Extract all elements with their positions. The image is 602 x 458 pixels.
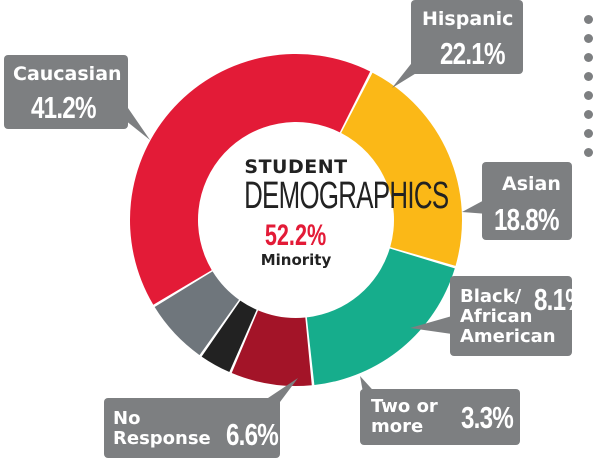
chart-center-label: STUDENT DEMOGRAPHICS 52.2% Minority bbox=[196, 156, 449, 269]
callout-two-label-line1: Two or bbox=[371, 396, 438, 417]
slice-no-response bbox=[154, 271, 240, 356]
callout-black-value: 8.1% bbox=[534, 282, 587, 317]
slice-hispanic bbox=[341, 72, 462, 266]
slice-caucasian bbox=[130, 54, 371, 305]
slice-black-african-american bbox=[231, 310, 312, 386]
callout-black-label-line2: African bbox=[460, 306, 533, 327]
decorative-dot bbox=[584, 72, 593, 81]
callout-asian: Asian 18.8% bbox=[482, 162, 572, 240]
center-sublabel: Minority bbox=[260, 251, 332, 269]
decorative-dot bbox=[584, 148, 593, 157]
slice-asian bbox=[306, 248, 455, 385]
decorative-dot bbox=[584, 15, 593, 24]
decorative-dot bbox=[584, 129, 593, 138]
callout-two-label-line2: more bbox=[371, 416, 424, 437]
callout-hispanic: Hispanic 22.1% bbox=[411, 0, 523, 74]
callout-no-response: No Response 6.6% bbox=[104, 398, 280, 458]
callout-asian-label: Asian bbox=[502, 173, 561, 195]
decorative-dot bbox=[584, 91, 593, 100]
callout-black-african-american: Black/ African American 8.1% bbox=[450, 276, 587, 356]
callout-noresp-label-line2: Response bbox=[113, 428, 211, 449]
callout-caucasian-label: Caucasian bbox=[13, 63, 122, 85]
decorative-dot bbox=[584, 53, 593, 62]
decorative-dot bbox=[584, 110, 593, 119]
callout-pointer bbox=[410, 316, 452, 334]
callout-black-label-line1: Black/ bbox=[460, 286, 522, 307]
callout-hispanic-value: 22.1% bbox=[440, 36, 505, 71]
callout-caucasian-value: 41.2% bbox=[31, 90, 96, 125]
chart-title-line2: DEMOGRAPHICS bbox=[244, 175, 449, 217]
decorative-dot bbox=[584, 34, 593, 43]
callout-black-label-line3: American bbox=[460, 326, 556, 347]
callout-noresp-label-line1: No bbox=[113, 408, 141, 429]
callout-hispanic-label: Hispanic bbox=[422, 8, 514, 30]
callout-two-value: 3.3% bbox=[461, 400, 514, 435]
callout-two-or-more: Two or more 3.3% bbox=[360, 389, 520, 445]
chart-title-line1: STUDENT bbox=[244, 156, 348, 178]
callout-pointer bbox=[262, 378, 298, 402]
callout-caucasian: Caucasian 41.2% bbox=[4, 55, 128, 129]
callout-asian-value: 18.8% bbox=[494, 202, 559, 237]
callout-pointer bbox=[462, 198, 488, 214]
slice-two-or-more bbox=[201, 300, 257, 373]
callout-noresp-value: 6.6% bbox=[226, 417, 279, 452]
center-value: 52.2% bbox=[265, 219, 327, 252]
